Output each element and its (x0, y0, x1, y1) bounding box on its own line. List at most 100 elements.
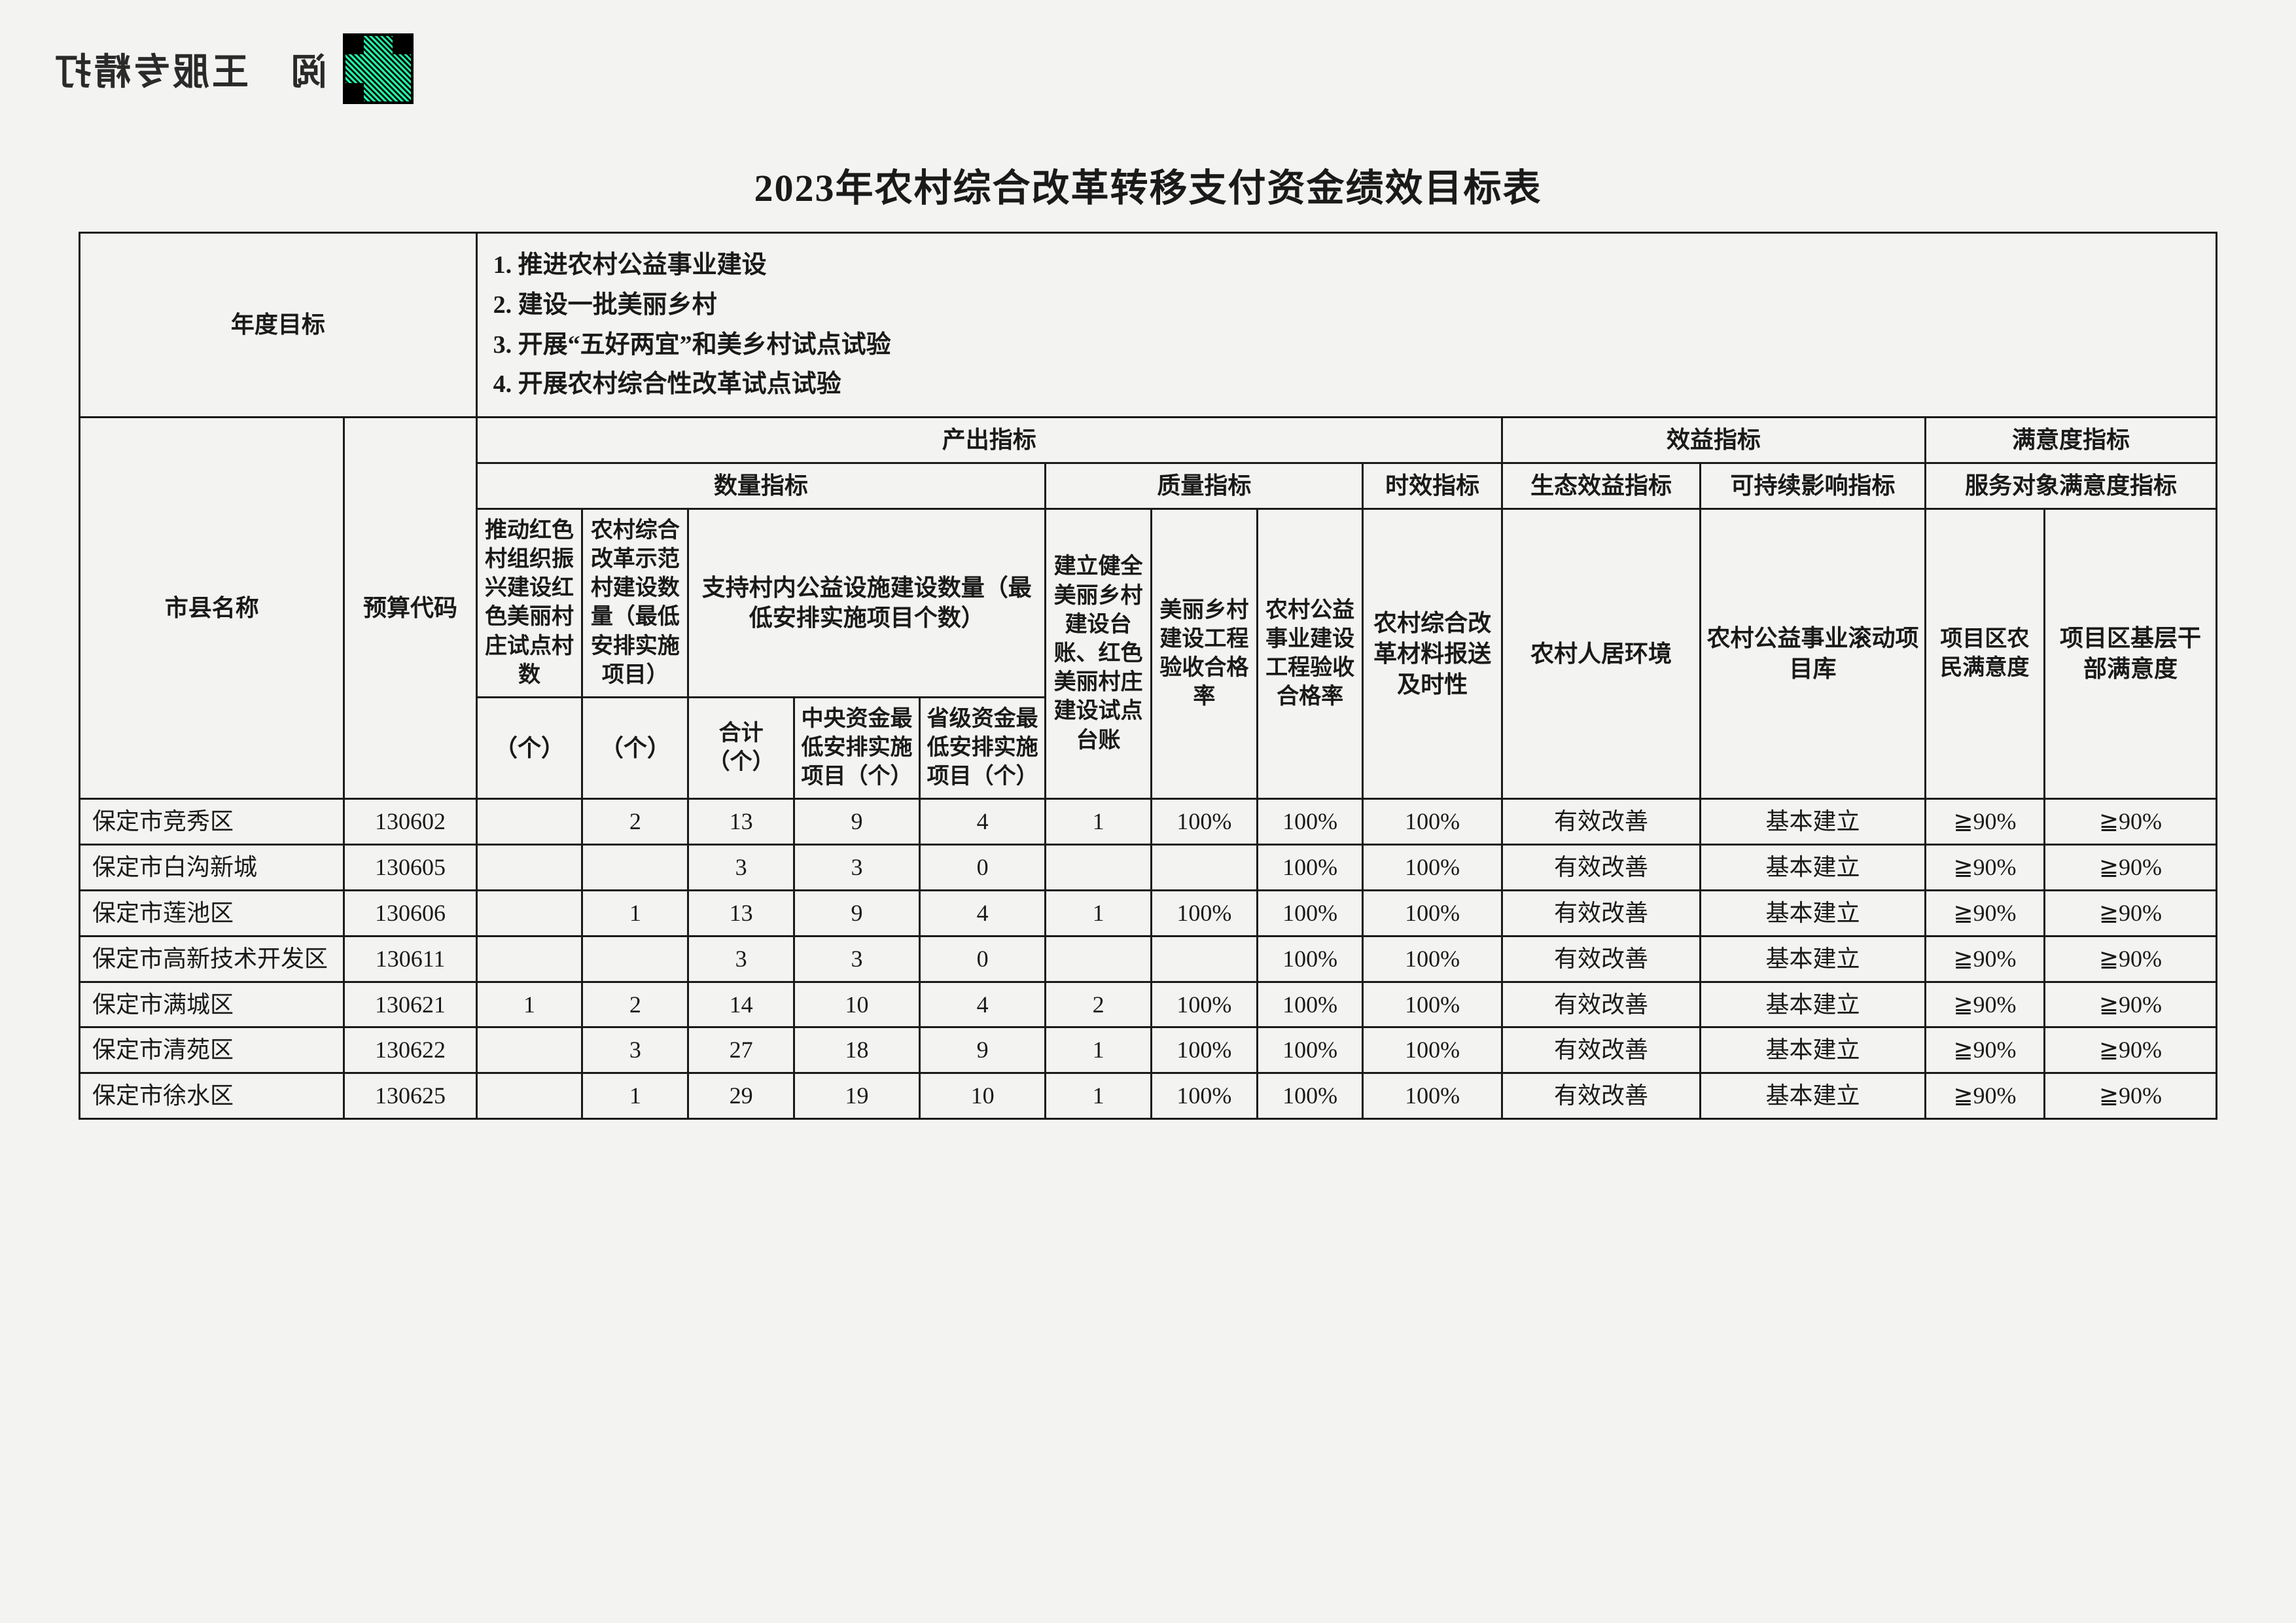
cell-reform (582, 845, 688, 891)
cell-q1: 100% (1151, 891, 1257, 936)
cell-red: 1 (476, 982, 582, 1027)
cell-q2: 100% (1257, 1073, 1363, 1119)
cell-central: 9 (794, 799, 919, 845)
cell-q1: 100% (1151, 1073, 1257, 1119)
table-row: 保定市白沟新城130605330100%100%有效改善基本建立≧90%≧90% (80, 845, 2217, 891)
cell-q1: 100% (1151, 982, 1257, 1027)
annual-goal-line: 1. 推进农村公益事业建设 (493, 245, 2200, 285)
col-timeliness-col: 农村综合改革材料报送及时性 (1363, 508, 1502, 799)
cell-env: 有效改善 (1502, 982, 1700, 1027)
cell-time: 100% (1363, 982, 1502, 1027)
cell-ledger (1046, 845, 1152, 891)
col-budget-code: 预算代码 (344, 418, 476, 799)
cell-code: 130625 (344, 1073, 476, 1119)
cell-lib: 基本建立 (1701, 799, 1926, 845)
cell-total: 14 (688, 982, 794, 1027)
cell-env: 有效改善 (1502, 1073, 1700, 1119)
col-red-village: 推动红色村组织振兴建设红色美丽村庄试点村数 (476, 508, 582, 697)
cell-ledger (1046, 936, 1152, 982)
page-title: 2023年农村综合改革转移支付资金绩效目标表 (79, 157, 2217, 212)
cell-time: 100% (1363, 1073, 1502, 1119)
cell-reform: 2 (582, 982, 688, 1027)
cell-sat1: ≧90% (1925, 891, 2044, 936)
col-service-sat: 服务对象满意度指标 (1925, 463, 2216, 508)
cell-sat2: ≧90% (2044, 936, 2216, 982)
cell-red (476, 891, 582, 936)
annual-goal-line: 4. 开展农村综合性改革试点试验 (493, 365, 2200, 404)
col-env: 农村人居环境 (1502, 508, 1700, 799)
scan-header: 阅 王服专精打 (0, 13, 2296, 124)
cell-name: 保定市莲池区 (80, 891, 344, 936)
cell-total: 29 (688, 1073, 794, 1119)
cell-reform: 1 (582, 891, 688, 936)
cell-ledger: 1 (1046, 799, 1152, 845)
col-eco-benefit: 生态效益指标 (1502, 463, 1700, 508)
cell-lib: 基本建立 (1701, 982, 1926, 1027)
qr-code-icon (343, 33, 414, 104)
cell-prov: 4 (920, 891, 1046, 936)
cell-q1: 100% (1151, 1027, 1257, 1073)
col-city-county: 市县名称 (80, 418, 344, 799)
cell-time: 100% (1363, 799, 1502, 845)
cell-sat1: ≧90% (1925, 1027, 2044, 1073)
cell-q2: 100% (1257, 982, 1363, 1027)
annual-goal-line: 2. 建设一批美丽乡村 (493, 285, 2200, 325)
cell-central: 10 (794, 982, 919, 1027)
cell-env: 有效改善 (1502, 1027, 1700, 1073)
cell-env: 有效改善 (1502, 891, 1700, 936)
cell-prov: 0 (920, 845, 1046, 891)
col-facility-count: 支持村内公益设施建设数量（最低安排实施项目个数） (688, 508, 1046, 697)
col-facility-central: 中央资金最低安排实施项目（个） (794, 697, 919, 799)
cell-sat2: ≧90% (2044, 891, 2216, 936)
cell-name: 保定市高新技术开发区 (80, 936, 344, 982)
cell-code: 130602 (344, 799, 476, 845)
cell-sat1: ≧90% (1925, 1073, 2044, 1119)
cell-central: 3 (794, 936, 919, 982)
cell-total: 3 (688, 845, 794, 891)
cell-sat2: ≧90% (2044, 982, 2216, 1027)
cell-name: 保定市白沟新城 (80, 845, 344, 891)
cell-prov: 9 (920, 1027, 1046, 1073)
cell-red (476, 799, 582, 845)
cell-time: 100% (1363, 845, 1502, 891)
cell-q2: 100% (1257, 1027, 1363, 1073)
cell-ledger: 2 (1046, 982, 1152, 1027)
unit-red: （个） (476, 697, 582, 799)
cell-sat1: ≧90% (1925, 982, 2044, 1027)
col-facility-prov: 省级资金最低安排实施项目（个） (920, 697, 1046, 799)
cell-lib: 基本建立 (1701, 845, 1926, 891)
cell-prov: 4 (920, 799, 1046, 845)
cell-sat2: ≧90% (2044, 799, 2216, 845)
table-row: 保定市清苑区1306223271891100%100%100%有效改善基本建立≧… (80, 1027, 2217, 1073)
cell-total: 13 (688, 891, 794, 936)
col-project-lib: 农村公益事业滚动项目库 (1701, 508, 1926, 799)
cell-sat2: ≧90% (2044, 1027, 2216, 1073)
cell-lib: 基本建立 (1701, 1027, 1926, 1073)
col-quality-rate-2: 农村公益事业建设工程验收合格率 (1257, 508, 1363, 799)
cell-ledger: 1 (1046, 1027, 1152, 1073)
cell-q2: 100% (1257, 936, 1363, 982)
col-quantity: 数量指标 (476, 463, 1046, 508)
page: 阅 王服专精打 2023年农村综合改革转移支付资金绩效目标表 年度目标 1. 推… (0, 0, 2296, 1623)
table-row: 保定市莲池区130606113941100%100%100%有效改善基本建立≧9… (80, 891, 2217, 936)
header-row-1: 市县名称 预算代码 产出指标 效益指标 满意度指标 (80, 418, 2217, 463)
cell-q1 (1151, 936, 1257, 982)
annual-goals-row: 年度目标 1. 推进农村公益事业建设 2. 建设一批美丽乡村 3. 开展“五好两… (80, 233, 2217, 418)
cell-name: 保定市徐水区 (80, 1073, 344, 1119)
col-sustain: 可持续影响指标 (1701, 463, 1926, 508)
cell-central: 18 (794, 1027, 919, 1073)
col-sat-farmer: 项目区农民满意度 (1925, 508, 2044, 799)
cell-sat1: ≧90% (1925, 799, 2044, 845)
performance-target-table: 年度目标 1. 推进农村公益事业建设 2. 建设一批美丽乡村 3. 开展“五好两… (79, 232, 2217, 1120)
cell-sat2: ≧90% (2044, 845, 2216, 891)
cell-central: 3 (794, 845, 919, 891)
cell-red (476, 1027, 582, 1073)
cell-name: 保定市竞秀区 (80, 799, 344, 845)
col-satisfaction: 满意度指标 (1925, 418, 2216, 463)
cell-lib: 基本建立 (1701, 1073, 1926, 1119)
cell-code: 130622 (344, 1027, 476, 1073)
cell-sat2: ≧90% (2044, 1073, 2216, 1119)
col-reform-village: 农村综合改革示范村建设数量（最低安排实施项目） (582, 508, 688, 697)
cell-time: 100% (1363, 936, 1502, 982)
cell-sat1: ≧90% (1925, 845, 2044, 891)
